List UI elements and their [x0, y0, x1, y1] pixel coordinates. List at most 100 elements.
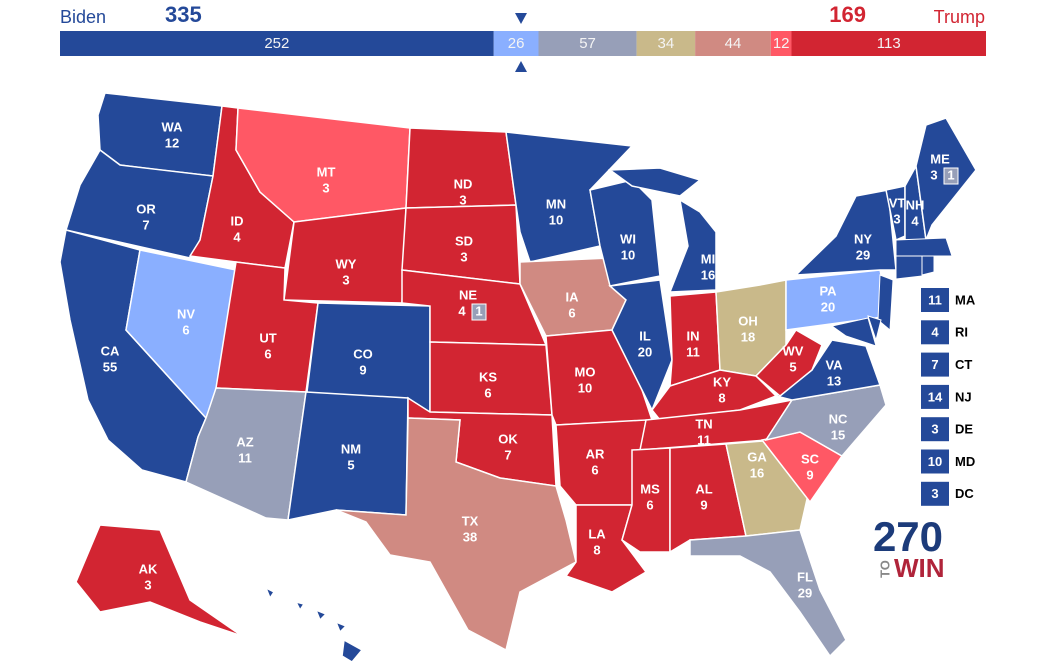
small-state-box: [921, 481, 949, 506]
state-abbr: OR: [136, 201, 156, 216]
state-abbr: LA: [588, 526, 606, 541]
state-ev: 6: [568, 305, 575, 320]
bar-segment-label: 44: [725, 35, 742, 52]
state-ev: 11: [686, 344, 700, 359]
state-abbr: KY: [713, 374, 731, 389]
small-state-ev: 14: [928, 389, 943, 404]
split-box: [471, 303, 487, 321]
state-ev: 10: [578, 380, 592, 395]
small-state-ev: 11: [928, 292, 942, 307]
small-state-abbr: RI: [955, 325, 968, 340]
state-ev: 11: [697, 432, 711, 447]
right-name: Trump: [934, 7, 985, 27]
state-abbr: NH: [906, 197, 925, 212]
bar-segment-label: 252: [264, 35, 289, 52]
state-abbr: NE: [459, 287, 477, 302]
small-state-box: [921, 288, 949, 312]
state-ev: 11: [238, 450, 252, 465]
logo-win: WIN: [894, 553, 945, 583]
small-state-ev: 7: [931, 357, 938, 372]
state-ev: 9: [806, 467, 813, 482]
state-shape: [505, 131, 634, 263]
state-abbr: SC: [801, 451, 820, 466]
split-box: [943, 167, 959, 185]
state-abbr: MO: [575, 364, 596, 379]
state-ev: 3: [144, 577, 151, 592]
state-ev: 29: [856, 247, 870, 262]
marker-bottom: [515, 61, 527, 72]
state-abbr: PA: [819, 283, 837, 298]
state-abbr: ME: [930, 151, 950, 166]
state-ev: 55: [103, 359, 117, 374]
state-abbr: VT: [889, 195, 906, 210]
state-ev: 6: [264, 346, 271, 361]
small-state-abbr: CT: [955, 357, 972, 372]
logo-to: TO: [877, 560, 892, 578]
state-abbr: ND: [454, 176, 473, 191]
marker-top: [515, 13, 527, 24]
small-state-abbr: DE: [955, 422, 973, 437]
bar-segment: [695, 31, 771, 56]
small-state-ev: 3: [931, 486, 938, 501]
state-ev: 5: [347, 457, 354, 472]
state-abbr: UT: [259, 330, 276, 345]
state-abbr: AL: [695, 481, 712, 496]
right-total: 169: [829, 2, 866, 27]
state-shape: [335, 417, 577, 652]
state-ev: 6: [182, 322, 189, 337]
state-shape: [867, 315, 882, 342]
state-shape: [921, 255, 935, 276]
small-state-abbr: MD: [955, 454, 975, 469]
left-name: Biden: [60, 7, 106, 27]
state-ev: 10: [549, 212, 563, 227]
state-ev: 20: [638, 344, 652, 359]
state-ev: 8: [718, 390, 725, 405]
bar-segment-label: 26: [508, 35, 525, 52]
state-abbr: IN: [687, 328, 700, 343]
state-ev: 16: [701, 267, 715, 282]
state-ev: 9: [359, 362, 366, 377]
split-ev: 1: [947, 167, 954, 182]
state-abbr: MN: [546, 196, 566, 211]
state-abbr: NM: [341, 441, 361, 456]
state-ev: 8: [593, 542, 600, 557]
state-abbr: WI: [620, 231, 636, 246]
bar-segment-label: 34: [658, 35, 675, 52]
bar-segment: [770, 31, 792, 56]
state-abbr: NC: [829, 411, 848, 426]
state-abbr: NY: [854, 231, 872, 246]
state-abbr: IA: [566, 289, 580, 304]
state-abbr: SD: [455, 233, 473, 248]
small-state-box: [921, 417, 949, 442]
small-state-box: [921, 384, 949, 409]
state-ev: 15: [831, 427, 845, 442]
state-ev: 12: [165, 135, 179, 150]
state-abbr: KS: [479, 369, 497, 384]
state-abbr: OK: [498, 431, 518, 446]
state-ev: 3: [930, 167, 937, 182]
state-ev: 18: [741, 329, 755, 344]
state-ev: 4: [458, 303, 466, 318]
state-shape: [877, 274, 894, 332]
state-ev: 10: [621, 247, 635, 262]
state-ev: 7: [142, 217, 149, 232]
state-abbr: AR: [586, 446, 605, 461]
state-shape: [895, 255, 923, 280]
bar-segment: [538, 31, 637, 56]
state-ev: 3: [322, 180, 329, 195]
left-total: 335: [165, 2, 202, 27]
state-abbr: NV: [177, 306, 195, 321]
state-abbr: FL: [797, 569, 813, 584]
state-abbr: MS: [640, 481, 660, 496]
small-state-abbr: DC: [955, 486, 974, 501]
state-abbr: MT: [317, 164, 336, 179]
small-state-box: [921, 352, 949, 377]
state-ev: 4: [233, 229, 241, 244]
state-abbr: WY: [336, 256, 357, 271]
state-ev: 16: [750, 465, 764, 480]
state-abbr: MI: [701, 251, 715, 266]
state-abbr: WA: [162, 119, 184, 134]
